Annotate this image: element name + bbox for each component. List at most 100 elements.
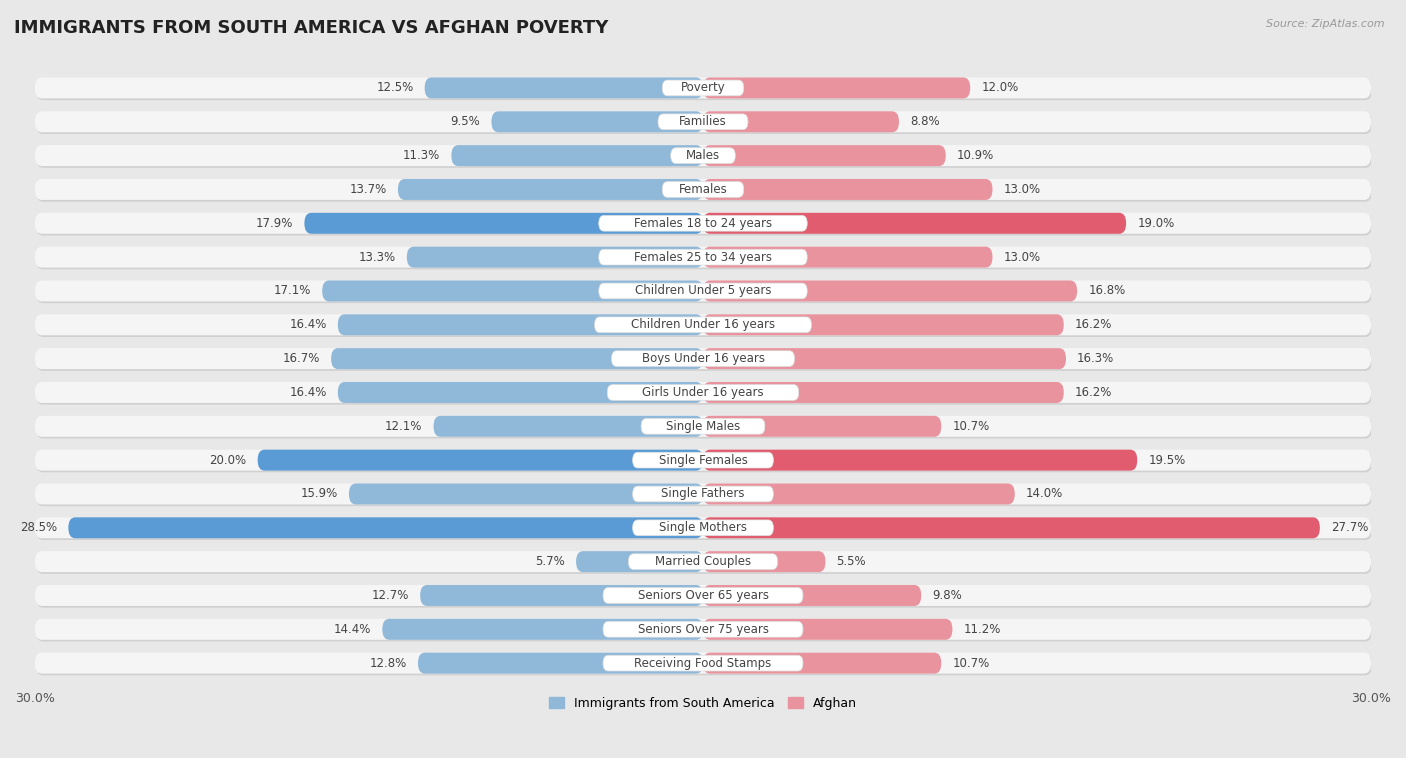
Text: Females 18 to 24 years: Females 18 to 24 years bbox=[634, 217, 772, 230]
Text: 13.0%: 13.0% bbox=[1004, 251, 1040, 264]
FancyBboxPatch shape bbox=[37, 316, 1372, 337]
Text: 12.5%: 12.5% bbox=[377, 81, 413, 95]
FancyBboxPatch shape bbox=[703, 653, 941, 674]
Legend: Immigrants from South America, Afghan: Immigrants from South America, Afghan bbox=[544, 692, 862, 715]
FancyBboxPatch shape bbox=[703, 484, 1015, 505]
FancyBboxPatch shape bbox=[576, 551, 703, 572]
Text: Females 25 to 34 years: Females 25 to 34 years bbox=[634, 251, 772, 264]
FancyBboxPatch shape bbox=[603, 587, 803, 603]
FancyBboxPatch shape bbox=[35, 280, 1371, 302]
FancyBboxPatch shape bbox=[337, 382, 703, 403]
Text: 13.7%: 13.7% bbox=[350, 183, 387, 196]
FancyBboxPatch shape bbox=[703, 382, 1064, 403]
Text: Children Under 16 years: Children Under 16 years bbox=[631, 318, 775, 331]
Text: 10.7%: 10.7% bbox=[952, 656, 990, 669]
FancyBboxPatch shape bbox=[599, 215, 807, 231]
FancyBboxPatch shape bbox=[35, 484, 1371, 505]
FancyBboxPatch shape bbox=[349, 484, 703, 505]
FancyBboxPatch shape bbox=[35, 619, 1371, 640]
FancyBboxPatch shape bbox=[37, 113, 1372, 134]
FancyBboxPatch shape bbox=[37, 587, 1372, 608]
Text: 12.1%: 12.1% bbox=[385, 420, 422, 433]
Text: 19.0%: 19.0% bbox=[1137, 217, 1174, 230]
FancyBboxPatch shape bbox=[37, 249, 1372, 269]
FancyBboxPatch shape bbox=[257, 449, 703, 471]
Text: Boys Under 16 years: Boys Under 16 years bbox=[641, 352, 765, 365]
FancyBboxPatch shape bbox=[703, 517, 1320, 538]
Text: Seniors Over 65 years: Seniors Over 65 years bbox=[637, 589, 769, 602]
FancyBboxPatch shape bbox=[304, 213, 703, 233]
FancyBboxPatch shape bbox=[35, 416, 1371, 437]
FancyBboxPatch shape bbox=[398, 179, 703, 200]
FancyBboxPatch shape bbox=[35, 111, 1371, 133]
Text: IMMIGRANTS FROM SOUTH AMERICA VS AFGHAN POVERTY: IMMIGRANTS FROM SOUTH AMERICA VS AFGHAN … bbox=[14, 19, 609, 37]
FancyBboxPatch shape bbox=[37, 282, 1372, 303]
FancyBboxPatch shape bbox=[703, 619, 952, 640]
FancyBboxPatch shape bbox=[35, 653, 1371, 674]
FancyBboxPatch shape bbox=[35, 77, 1371, 99]
Text: 9.5%: 9.5% bbox=[450, 115, 481, 128]
Text: 9.8%: 9.8% bbox=[932, 589, 962, 602]
Text: Receiving Food Stamps: Receiving Food Stamps bbox=[634, 656, 772, 669]
FancyBboxPatch shape bbox=[37, 654, 1372, 675]
Text: 14.4%: 14.4% bbox=[333, 623, 371, 636]
Text: Single Mothers: Single Mothers bbox=[659, 522, 747, 534]
Text: Girls Under 16 years: Girls Under 16 years bbox=[643, 386, 763, 399]
Text: 16.2%: 16.2% bbox=[1076, 386, 1112, 399]
Text: Families: Families bbox=[679, 115, 727, 128]
Text: 20.0%: 20.0% bbox=[209, 453, 246, 467]
FancyBboxPatch shape bbox=[703, 179, 993, 200]
Text: Married Couples: Married Couples bbox=[655, 555, 751, 568]
FancyBboxPatch shape bbox=[703, 348, 1066, 369]
Text: 16.4%: 16.4% bbox=[290, 386, 326, 399]
FancyBboxPatch shape bbox=[703, 449, 1137, 471]
Text: Source: ZipAtlas.com: Source: ZipAtlas.com bbox=[1267, 19, 1385, 29]
FancyBboxPatch shape bbox=[703, 213, 1126, 233]
FancyBboxPatch shape bbox=[607, 384, 799, 400]
Text: Single Fathers: Single Fathers bbox=[661, 487, 745, 500]
FancyBboxPatch shape bbox=[37, 180, 1372, 202]
Text: 11.3%: 11.3% bbox=[404, 149, 440, 162]
FancyBboxPatch shape bbox=[703, 585, 921, 606]
FancyBboxPatch shape bbox=[37, 147, 1372, 168]
Text: 17.1%: 17.1% bbox=[274, 284, 311, 297]
FancyBboxPatch shape bbox=[603, 622, 803, 637]
FancyBboxPatch shape bbox=[425, 77, 703, 99]
FancyBboxPatch shape bbox=[451, 145, 703, 166]
Text: 28.5%: 28.5% bbox=[20, 522, 58, 534]
FancyBboxPatch shape bbox=[35, 449, 1371, 471]
FancyBboxPatch shape bbox=[671, 148, 735, 164]
Text: 10.7%: 10.7% bbox=[952, 420, 990, 433]
FancyBboxPatch shape bbox=[37, 215, 1372, 236]
FancyBboxPatch shape bbox=[658, 114, 748, 130]
Text: 10.9%: 10.9% bbox=[957, 149, 994, 162]
FancyBboxPatch shape bbox=[628, 554, 778, 569]
Text: 13.3%: 13.3% bbox=[359, 251, 395, 264]
Text: Females: Females bbox=[679, 183, 727, 196]
FancyBboxPatch shape bbox=[322, 280, 703, 302]
FancyBboxPatch shape bbox=[633, 520, 773, 536]
Text: 8.8%: 8.8% bbox=[910, 115, 939, 128]
FancyBboxPatch shape bbox=[492, 111, 703, 133]
Text: 14.0%: 14.0% bbox=[1026, 487, 1063, 500]
Text: 16.2%: 16.2% bbox=[1076, 318, 1112, 331]
FancyBboxPatch shape bbox=[35, 145, 1371, 166]
FancyBboxPatch shape bbox=[703, 145, 946, 166]
FancyBboxPatch shape bbox=[703, 551, 825, 572]
FancyBboxPatch shape bbox=[337, 315, 703, 335]
FancyBboxPatch shape bbox=[35, 551, 1371, 572]
FancyBboxPatch shape bbox=[703, 416, 941, 437]
FancyBboxPatch shape bbox=[37, 79, 1372, 100]
FancyBboxPatch shape bbox=[406, 246, 703, 268]
Text: 5.7%: 5.7% bbox=[536, 555, 565, 568]
FancyBboxPatch shape bbox=[37, 553, 1372, 574]
FancyBboxPatch shape bbox=[35, 517, 1371, 538]
Text: Males: Males bbox=[686, 149, 720, 162]
FancyBboxPatch shape bbox=[35, 315, 1371, 335]
FancyBboxPatch shape bbox=[633, 453, 773, 468]
FancyBboxPatch shape bbox=[703, 111, 898, 133]
Text: 17.9%: 17.9% bbox=[256, 217, 294, 230]
FancyBboxPatch shape bbox=[662, 182, 744, 197]
FancyBboxPatch shape bbox=[35, 348, 1371, 369]
Text: 11.2%: 11.2% bbox=[963, 623, 1001, 636]
